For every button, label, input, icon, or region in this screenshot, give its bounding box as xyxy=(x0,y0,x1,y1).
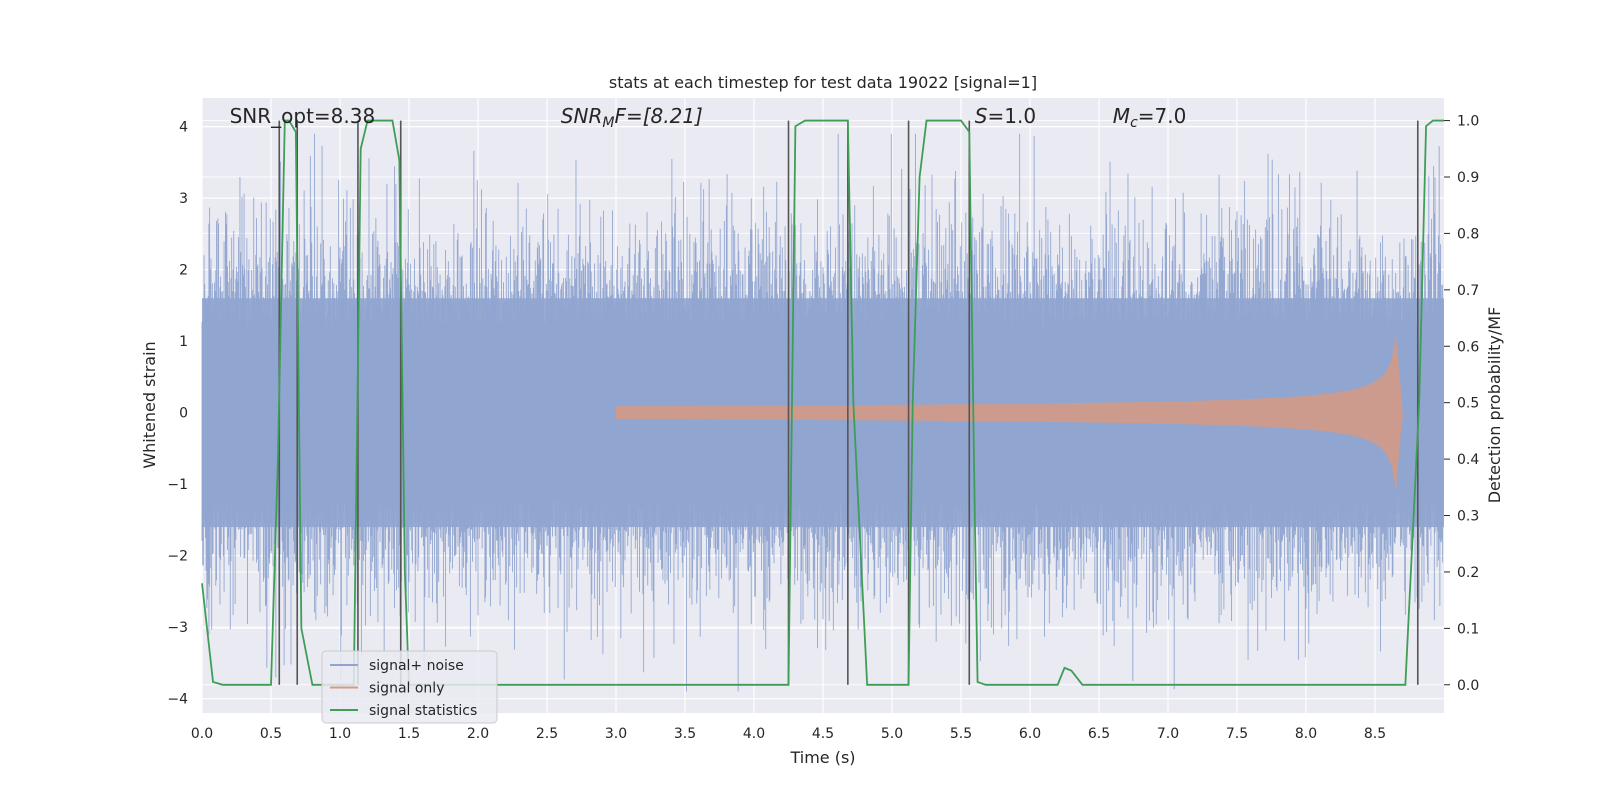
x-tick-label: 8.0 xyxy=(1295,726,1317,742)
y-tick-labels: −4 −3 −2 −1 0 1 2 3 4 xyxy=(167,120,188,708)
chart-title: stats at each timestep for test data 190… xyxy=(609,73,1037,92)
y-axis-label: Whitened strain xyxy=(140,341,159,468)
x-axis-label: Time (s) xyxy=(789,748,855,767)
x-tick-label: 1.0 xyxy=(329,726,351,742)
x-tick-label: 1.5 xyxy=(398,726,420,742)
x-tick-label: 6.0 xyxy=(1019,726,1041,742)
x-tick-label: 7.0 xyxy=(1157,726,1179,742)
x-tick-label: 8.5 xyxy=(1364,726,1386,742)
y-right-tick-label: 0.5 xyxy=(1457,396,1479,412)
y-tick-label: 4 xyxy=(179,120,188,136)
annotation-2: S=1.0 xyxy=(975,104,1036,128)
x-tick-label: 7.5 xyxy=(1226,726,1248,742)
y-tick-label: 1 xyxy=(179,334,188,350)
y-right-tick-label: 1.0 xyxy=(1457,114,1479,130)
legend-label: signal only xyxy=(369,681,444,697)
y-right-tick-label: 0.0 xyxy=(1457,678,1479,694)
x-tick-label: 4.5 xyxy=(812,726,834,742)
x-tick-label: 5.5 xyxy=(950,726,972,742)
y-right-tick-label: 0.1 xyxy=(1457,621,1479,637)
y-right-tick-label: 0.8 xyxy=(1457,226,1479,242)
y-tick-label: 2 xyxy=(179,263,188,279)
y-tick-label: −2 xyxy=(167,549,188,565)
y-tick-label: −4 xyxy=(167,692,188,708)
x-tick-label: 6.5 xyxy=(1088,726,1110,742)
y-right-tick-label: 0.7 xyxy=(1457,283,1479,299)
x-tick-label: 3.5 xyxy=(674,726,696,742)
x-tick-label: 5.0 xyxy=(881,726,903,742)
legend-label: signal+ noise xyxy=(369,658,464,674)
x-tick-label: 0.0 xyxy=(191,726,213,742)
signal-only-line xyxy=(615,332,1404,490)
y-right-tick-label: 0.6 xyxy=(1457,339,1479,355)
legend-label: signal statistics xyxy=(369,703,477,719)
y-right-tick-labels: 0.0 0.1 0.2 0.3 0.4 0.5 0.6 0.7 0.8 0.9 1.0 xyxy=(1444,114,1479,694)
legend: signal+ noise signal only signal statistic… xyxy=(321,650,498,724)
annotations: SNR_opt=8.38 SNRMF=[8.21] S=1.0 Mc=7.0 xyxy=(230,104,1187,131)
y-tick-label: −3 xyxy=(167,620,188,636)
x-tick-label: 2.0 xyxy=(467,726,489,742)
y-tick-label: 3 xyxy=(179,191,188,207)
y-right-tick-label: 0.2 xyxy=(1457,565,1479,581)
x-tick-label: 2.5 xyxy=(536,726,558,742)
annotation-3: Mc=7.0 xyxy=(1113,104,1187,131)
y-tick-label: −1 xyxy=(167,477,188,493)
y-tick-label: 0 xyxy=(179,406,188,422)
signal-only-series xyxy=(615,332,1404,490)
annotation-1: SNRMF=[8.21] xyxy=(561,104,703,131)
x-tick-label: 4.0 xyxy=(743,726,765,742)
annotation-0: SNR_opt=8.38 xyxy=(230,104,376,128)
signal-statistics-line xyxy=(201,119,1444,686)
y-right-axis-label: Detection probability/MF xyxy=(1485,307,1504,504)
y-right-tick-label: 0.4 xyxy=(1457,452,1479,468)
y-right-tick-label: 0.9 xyxy=(1457,170,1479,186)
legend-box xyxy=(321,650,498,724)
x-tick-labels: 0.0 0.5 1.0 1.5 2.0 2.5 3.0 3.5 4.0 4.5 5.0 5.5 6.0 6… xyxy=(191,726,1386,742)
x-tick-label: 3.0 xyxy=(605,726,627,742)
signal-statistics-series xyxy=(201,119,1444,686)
x-tick-label: 0.5 xyxy=(260,726,282,742)
y-right-tick-label: 0.3 xyxy=(1457,509,1479,525)
